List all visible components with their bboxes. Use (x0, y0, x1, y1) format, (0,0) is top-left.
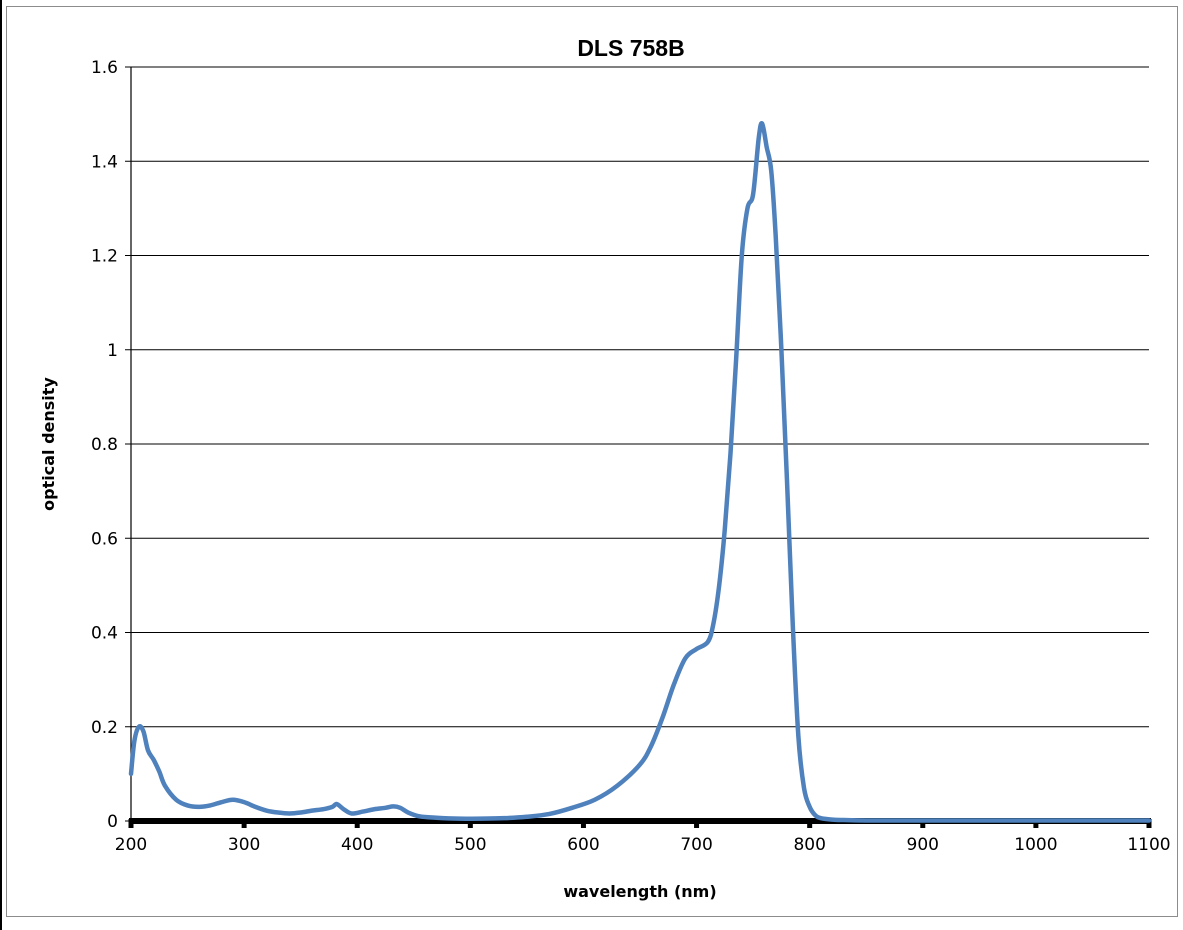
x-tick-label: 500 (454, 835, 486, 855)
x-axis-label: wavelength (nm) (563, 882, 716, 901)
x-tick-label: 800 (793, 835, 825, 855)
y-tick-label: 1.2 (91, 247, 118, 267)
y-tick-labels: 0 0.2 0.4 0.6 0.8 1 1.2 1.4 1.6 (91, 58, 118, 832)
y-tick-label: 1.6 (91, 58, 118, 78)
chart-frame (6, 6, 1178, 917)
x-tick-labels: 200 300 400 500 600 700 800 900 1000 1100 (115, 835, 1171, 855)
y-tick-label: 0 (107, 812, 118, 832)
y-tick-label: 0.6 (91, 529, 118, 549)
gridlines (125, 66, 1152, 828)
y-tick-label: 1.4 (91, 152, 118, 172)
x-tick-label: 400 (341, 835, 373, 855)
y-tick-label: 0.4 (91, 624, 118, 644)
series-line-optical-density (128, 120, 1152, 823)
x-tick-label: 900 (907, 835, 939, 855)
y-tick-label: 0.8 (91, 435, 118, 455)
x-tick-label: 1100 (1127, 835, 1170, 855)
x-tick-label: 1000 (1014, 835, 1057, 855)
x-tick-label: 200 (115, 835, 147, 855)
x-tick-label: 700 (680, 835, 712, 855)
y-tick-label: 0.2 (91, 718, 118, 738)
page-edge-rule (0, 0, 2, 930)
y-tick-label: 1 (107, 341, 118, 361)
y-axis-label: optical density (39, 377, 58, 511)
chart-title: DLS 758B (577, 35, 684, 61)
x-tick-label: 600 (567, 835, 599, 855)
series-layer (128, 120, 1152, 823)
x-tick-label: 300 (228, 835, 260, 855)
